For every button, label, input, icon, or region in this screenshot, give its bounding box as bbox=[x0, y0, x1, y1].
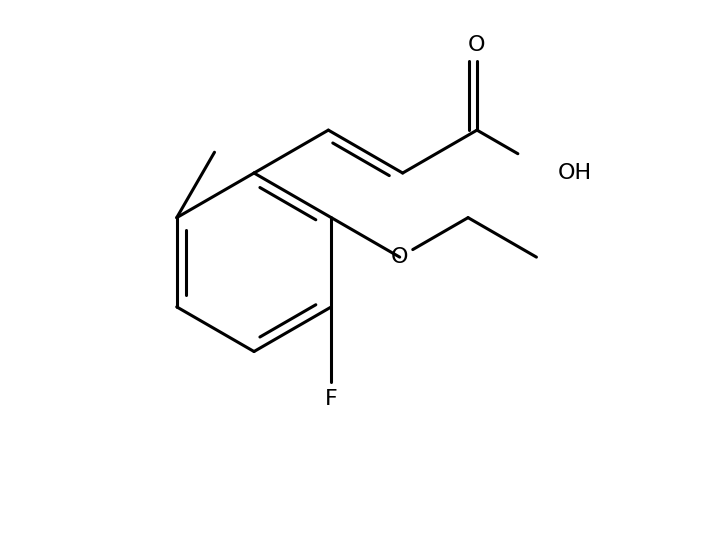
Text: O: O bbox=[391, 247, 408, 267]
Text: OH: OH bbox=[558, 163, 593, 183]
Text: O: O bbox=[468, 35, 486, 55]
Text: F: F bbox=[325, 389, 338, 409]
